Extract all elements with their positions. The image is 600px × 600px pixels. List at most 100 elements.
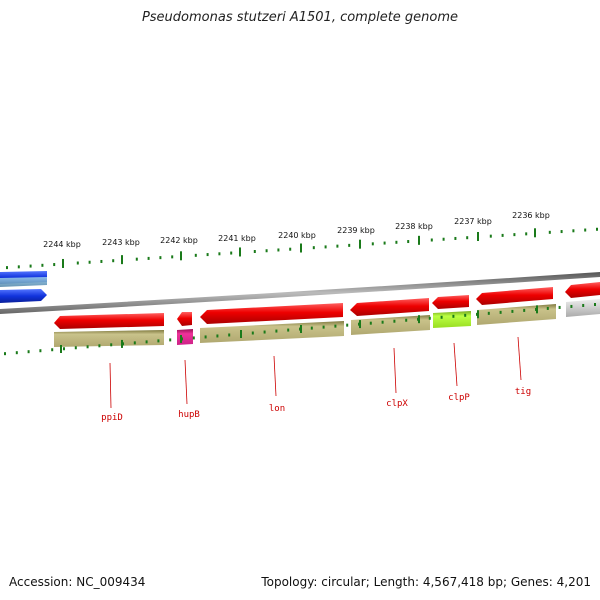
major-tick xyxy=(121,255,123,265)
minor-tick xyxy=(112,259,115,263)
inner-minor-tick xyxy=(334,324,337,328)
gene-label-tig: tig xyxy=(515,387,531,397)
gene-label-clpX: clpX xyxy=(386,399,408,409)
minor-tick xyxy=(253,250,256,254)
inner-minor-tick xyxy=(428,316,431,320)
topology-value: circular xyxy=(321,575,366,589)
ruler-label: 2242 kbp xyxy=(160,236,198,245)
minor-tick xyxy=(218,252,221,256)
leader-hupB xyxy=(184,359,188,405)
gene-arrow-ppiD xyxy=(54,313,164,329)
minor-tick xyxy=(277,248,280,252)
inner-minor-tick xyxy=(63,347,65,351)
minor-tick xyxy=(560,230,563,234)
gene-arrow-lon xyxy=(200,303,343,324)
minor-tick xyxy=(29,264,32,268)
inner-minor-tick xyxy=(310,326,313,330)
major-tick xyxy=(62,258,64,268)
ruler-label: 2244 kbp xyxy=(43,240,81,249)
minor-tick xyxy=(289,247,292,251)
minor-tick xyxy=(501,233,504,237)
inner-major-tick xyxy=(60,345,62,353)
minor-tick xyxy=(430,238,433,242)
minor-tick xyxy=(383,241,386,245)
length-label: Length: xyxy=(373,575,420,589)
inner-minor-tick xyxy=(74,346,77,350)
gene-arrow-partial xyxy=(565,282,600,298)
minor-tick xyxy=(76,261,79,265)
inner-minor-tick xyxy=(582,303,585,307)
inner-minor-tick xyxy=(594,303,596,306)
gene-label-clpP: clpP xyxy=(448,393,470,403)
major-tick xyxy=(534,228,536,238)
gene-label-lon: lon xyxy=(269,404,285,414)
gene-label-ppiD: ppiD xyxy=(101,413,123,423)
minor-tick xyxy=(513,233,516,237)
ruler-label: 2241 kbp xyxy=(218,234,256,243)
gene-arrow-clpX xyxy=(350,298,429,316)
leader-lon xyxy=(273,355,277,397)
genes-value: 4,201 xyxy=(556,575,591,589)
leader-clpP xyxy=(453,342,458,387)
inner-minor-tick xyxy=(39,349,42,353)
inner-minor-tick xyxy=(86,345,89,349)
separator: ; xyxy=(502,575,511,589)
minor-tick xyxy=(548,230,551,234)
separator: ; xyxy=(365,575,374,589)
genes-label: Genes: xyxy=(510,575,553,589)
gene-arrow-hupB xyxy=(177,312,192,326)
minor-tick xyxy=(171,255,174,259)
forward-gene-arrow xyxy=(0,289,47,303)
ruler-label: 2240 kbp xyxy=(278,231,316,240)
inner-minor-tick xyxy=(511,309,514,313)
inner-minor-tick xyxy=(346,323,349,327)
inner-minor-tick xyxy=(192,336,195,340)
inner-minor-tick xyxy=(157,339,160,343)
gene-labels: ppiD hupB lon clpX clpP tig xyxy=(101,336,531,423)
inner-major-tick xyxy=(300,325,302,333)
major-tick xyxy=(359,239,361,249)
gene-label-hupB: hupB xyxy=(178,410,200,420)
inner-minor-tick xyxy=(381,320,384,324)
minor-tick xyxy=(312,246,315,250)
minor-tick xyxy=(466,236,469,240)
inner-minor-tick xyxy=(546,306,549,310)
cog-bar-hupB xyxy=(177,329,193,345)
genome-backbone xyxy=(0,272,600,314)
inner-minor-tick xyxy=(440,315,443,319)
minor-tick xyxy=(88,260,91,264)
minor-tick xyxy=(324,245,327,249)
inner-minor-tick xyxy=(98,344,101,348)
minor-tick xyxy=(6,266,8,270)
major-tick xyxy=(477,231,479,241)
inner-minor-tick xyxy=(4,352,6,356)
inner-minor-tick xyxy=(169,338,172,342)
major-tick xyxy=(239,247,241,257)
accession-text: Accession: NC_009434 xyxy=(9,575,145,589)
minor-tick xyxy=(206,253,209,257)
inner-minor-tick xyxy=(133,341,136,345)
inner-minor-tick xyxy=(452,314,455,318)
inner-major-tick xyxy=(240,330,242,338)
inner-major-tick xyxy=(477,310,479,319)
inner-minor-tick xyxy=(570,304,573,308)
minor-tick xyxy=(159,256,162,260)
cog-bar-lon xyxy=(200,321,344,343)
page-title: Pseudomonas stutzeri A1501, complete gen… xyxy=(141,10,459,25)
minor-tick xyxy=(348,243,351,247)
leader-clpX xyxy=(393,347,397,394)
inner-minor-tick xyxy=(15,351,18,355)
inner-minor-tick xyxy=(405,318,408,322)
minor-tick xyxy=(41,263,44,267)
inner-minor-tick xyxy=(51,348,54,352)
ruler-label: 2237 kbp xyxy=(454,217,492,226)
inner-minor-tick xyxy=(487,311,490,315)
major-tick xyxy=(418,235,420,245)
ruler-label: 2238 kbp xyxy=(395,222,433,231)
minor-tick xyxy=(100,259,103,263)
cog-bar-partial xyxy=(566,299,600,317)
inner-minor-tick xyxy=(369,321,372,325)
inner-minor-tick xyxy=(263,330,266,334)
inner-minor-tick xyxy=(464,313,467,317)
inner-major-tick xyxy=(536,305,538,314)
